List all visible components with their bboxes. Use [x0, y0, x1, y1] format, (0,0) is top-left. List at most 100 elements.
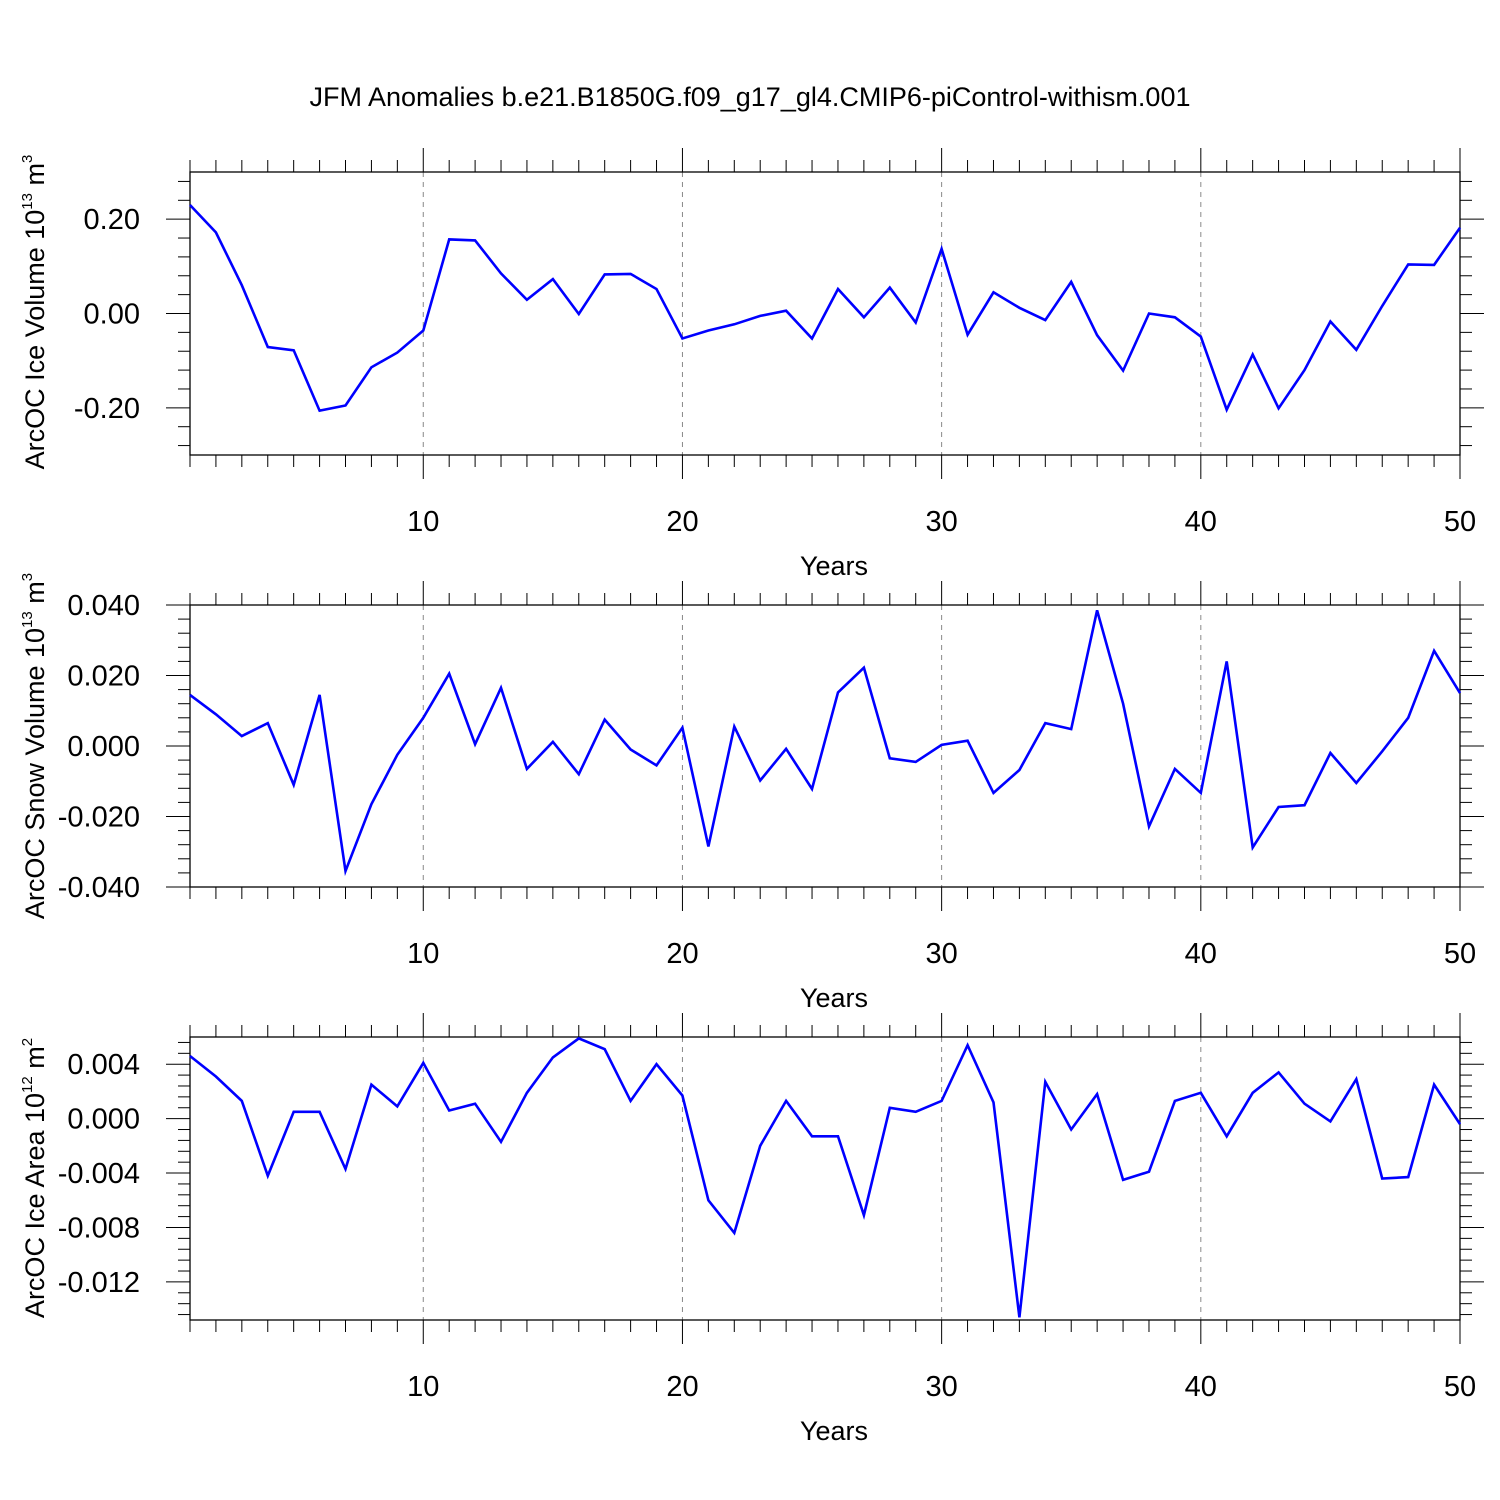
data-point	[266, 345, 270, 349]
xtick-label: 40	[1185, 1371, 1217, 1403]
data-point	[421, 328, 425, 332]
xtick-label: 30	[925, 1371, 957, 1403]
data-point	[525, 1091, 529, 1095]
data-point	[940, 247, 944, 251]
x-axis-label: Years	[800, 1416, 868, 1446]
xtick-label: 50	[1444, 938, 1476, 970]
data-point	[214, 712, 218, 716]
data-point	[1406, 1175, 1410, 1179]
data-point	[1173, 1099, 1177, 1103]
data-point	[966, 333, 970, 337]
data-point	[551, 1055, 555, 1059]
xtick-label: 30	[925, 938, 957, 970]
data-point	[940, 743, 944, 747]
data-point	[888, 756, 892, 760]
data-point	[369, 802, 373, 806]
data-point	[1277, 1070, 1281, 1074]
ytick-label: -0.020	[58, 802, 140, 834]
data-point	[1251, 353, 1255, 357]
data-point	[991, 1100, 995, 1104]
data-point	[1147, 824, 1151, 828]
data-point	[1017, 306, 1021, 310]
data-point	[1095, 333, 1099, 337]
panel-3: 10 20 30 40 50 -0.012 -0.008 -0.004 0.000 0.004 Ye…	[19, 1013, 1484, 1446]
data-point	[1302, 803, 1306, 807]
ytick-label: -0.008	[58, 1212, 140, 1244]
data-point	[1017, 1315, 1021, 1319]
data-point	[214, 1074, 218, 1078]
y-axis-label: ArcOC Ice Volume 1013 m3	[19, 155, 50, 470]
xtick-label: 10	[407, 1371, 439, 1403]
data-point	[318, 693, 322, 697]
data-point	[499, 686, 503, 690]
data-point	[1199, 791, 1203, 795]
data-point	[499, 1140, 503, 1144]
data-point	[1199, 335, 1203, 339]
data-point	[1302, 368, 1306, 372]
data-point	[914, 320, 918, 324]
data-point	[473, 742, 477, 746]
x-axis-label: Years	[800, 983, 868, 1013]
data-point	[732, 1231, 736, 1235]
series-line	[189, 204, 1462, 414]
data-point	[292, 1110, 296, 1114]
data-point	[1354, 1077, 1358, 1081]
data-point	[758, 779, 762, 783]
data-point	[1406, 262, 1410, 266]
plot-frame	[189, 604, 1461, 888]
data-point	[680, 336, 684, 340]
data-point	[318, 409, 322, 413]
data-point	[680, 1094, 684, 1098]
data-point	[1173, 767, 1177, 771]
figure-title: JFM Anomalies b.e21.B1850G.f09_g17_gl4.C…	[310, 82, 1191, 112]
data-point	[1017, 768, 1021, 772]
data-point	[499, 271, 503, 275]
data-point	[603, 1047, 607, 1051]
data-point	[473, 238, 477, 242]
data-point	[810, 1134, 814, 1138]
xtick-label: 20	[666, 506, 698, 538]
ytick-label: 0.20	[84, 204, 140, 236]
data-point	[1251, 846, 1255, 850]
data-point	[784, 309, 788, 313]
ytick-label: 0.00	[84, 299, 140, 331]
data-point	[1302, 1102, 1306, 1106]
data-point	[551, 277, 555, 281]
data-point	[914, 1110, 918, 1114]
data-point	[577, 1036, 581, 1040]
data-point	[888, 1106, 892, 1110]
xtick-label: 50	[1444, 506, 1476, 538]
data-point	[214, 230, 218, 234]
data-point	[1095, 1092, 1099, 1096]
data-point	[344, 403, 348, 407]
data-point	[1432, 1083, 1436, 1087]
data-point	[1432, 649, 1436, 653]
data-point	[1121, 1178, 1125, 1182]
data-point	[758, 314, 762, 318]
data-point	[421, 716, 425, 720]
xtick-label: 40	[1185, 938, 1217, 970]
data-point	[577, 312, 581, 316]
data-point	[1328, 320, 1332, 324]
data-point	[1328, 751, 1332, 755]
data-point	[447, 237, 451, 241]
data-point	[1069, 727, 1073, 731]
xtick-label: 40	[1185, 506, 1217, 538]
data-point	[266, 721, 270, 725]
data-point	[706, 328, 710, 332]
panel-2: 10 20 30 40 50 -0.040 -0.020 0.000 0.020 0.040 Yea…	[19, 573, 1484, 1013]
data-point	[188, 693, 192, 697]
data-point	[940, 1099, 944, 1103]
data-point	[914, 760, 918, 764]
ytick-label: 0.000	[67, 731, 140, 763]
data-point	[706, 844, 710, 848]
data-point	[1121, 369, 1125, 373]
data-point	[966, 739, 970, 743]
data-point	[655, 287, 659, 291]
data-point	[395, 351, 399, 355]
data-point	[395, 753, 399, 757]
data-point	[318, 1110, 322, 1114]
data-point	[344, 869, 348, 873]
data-point	[706, 1198, 710, 1202]
